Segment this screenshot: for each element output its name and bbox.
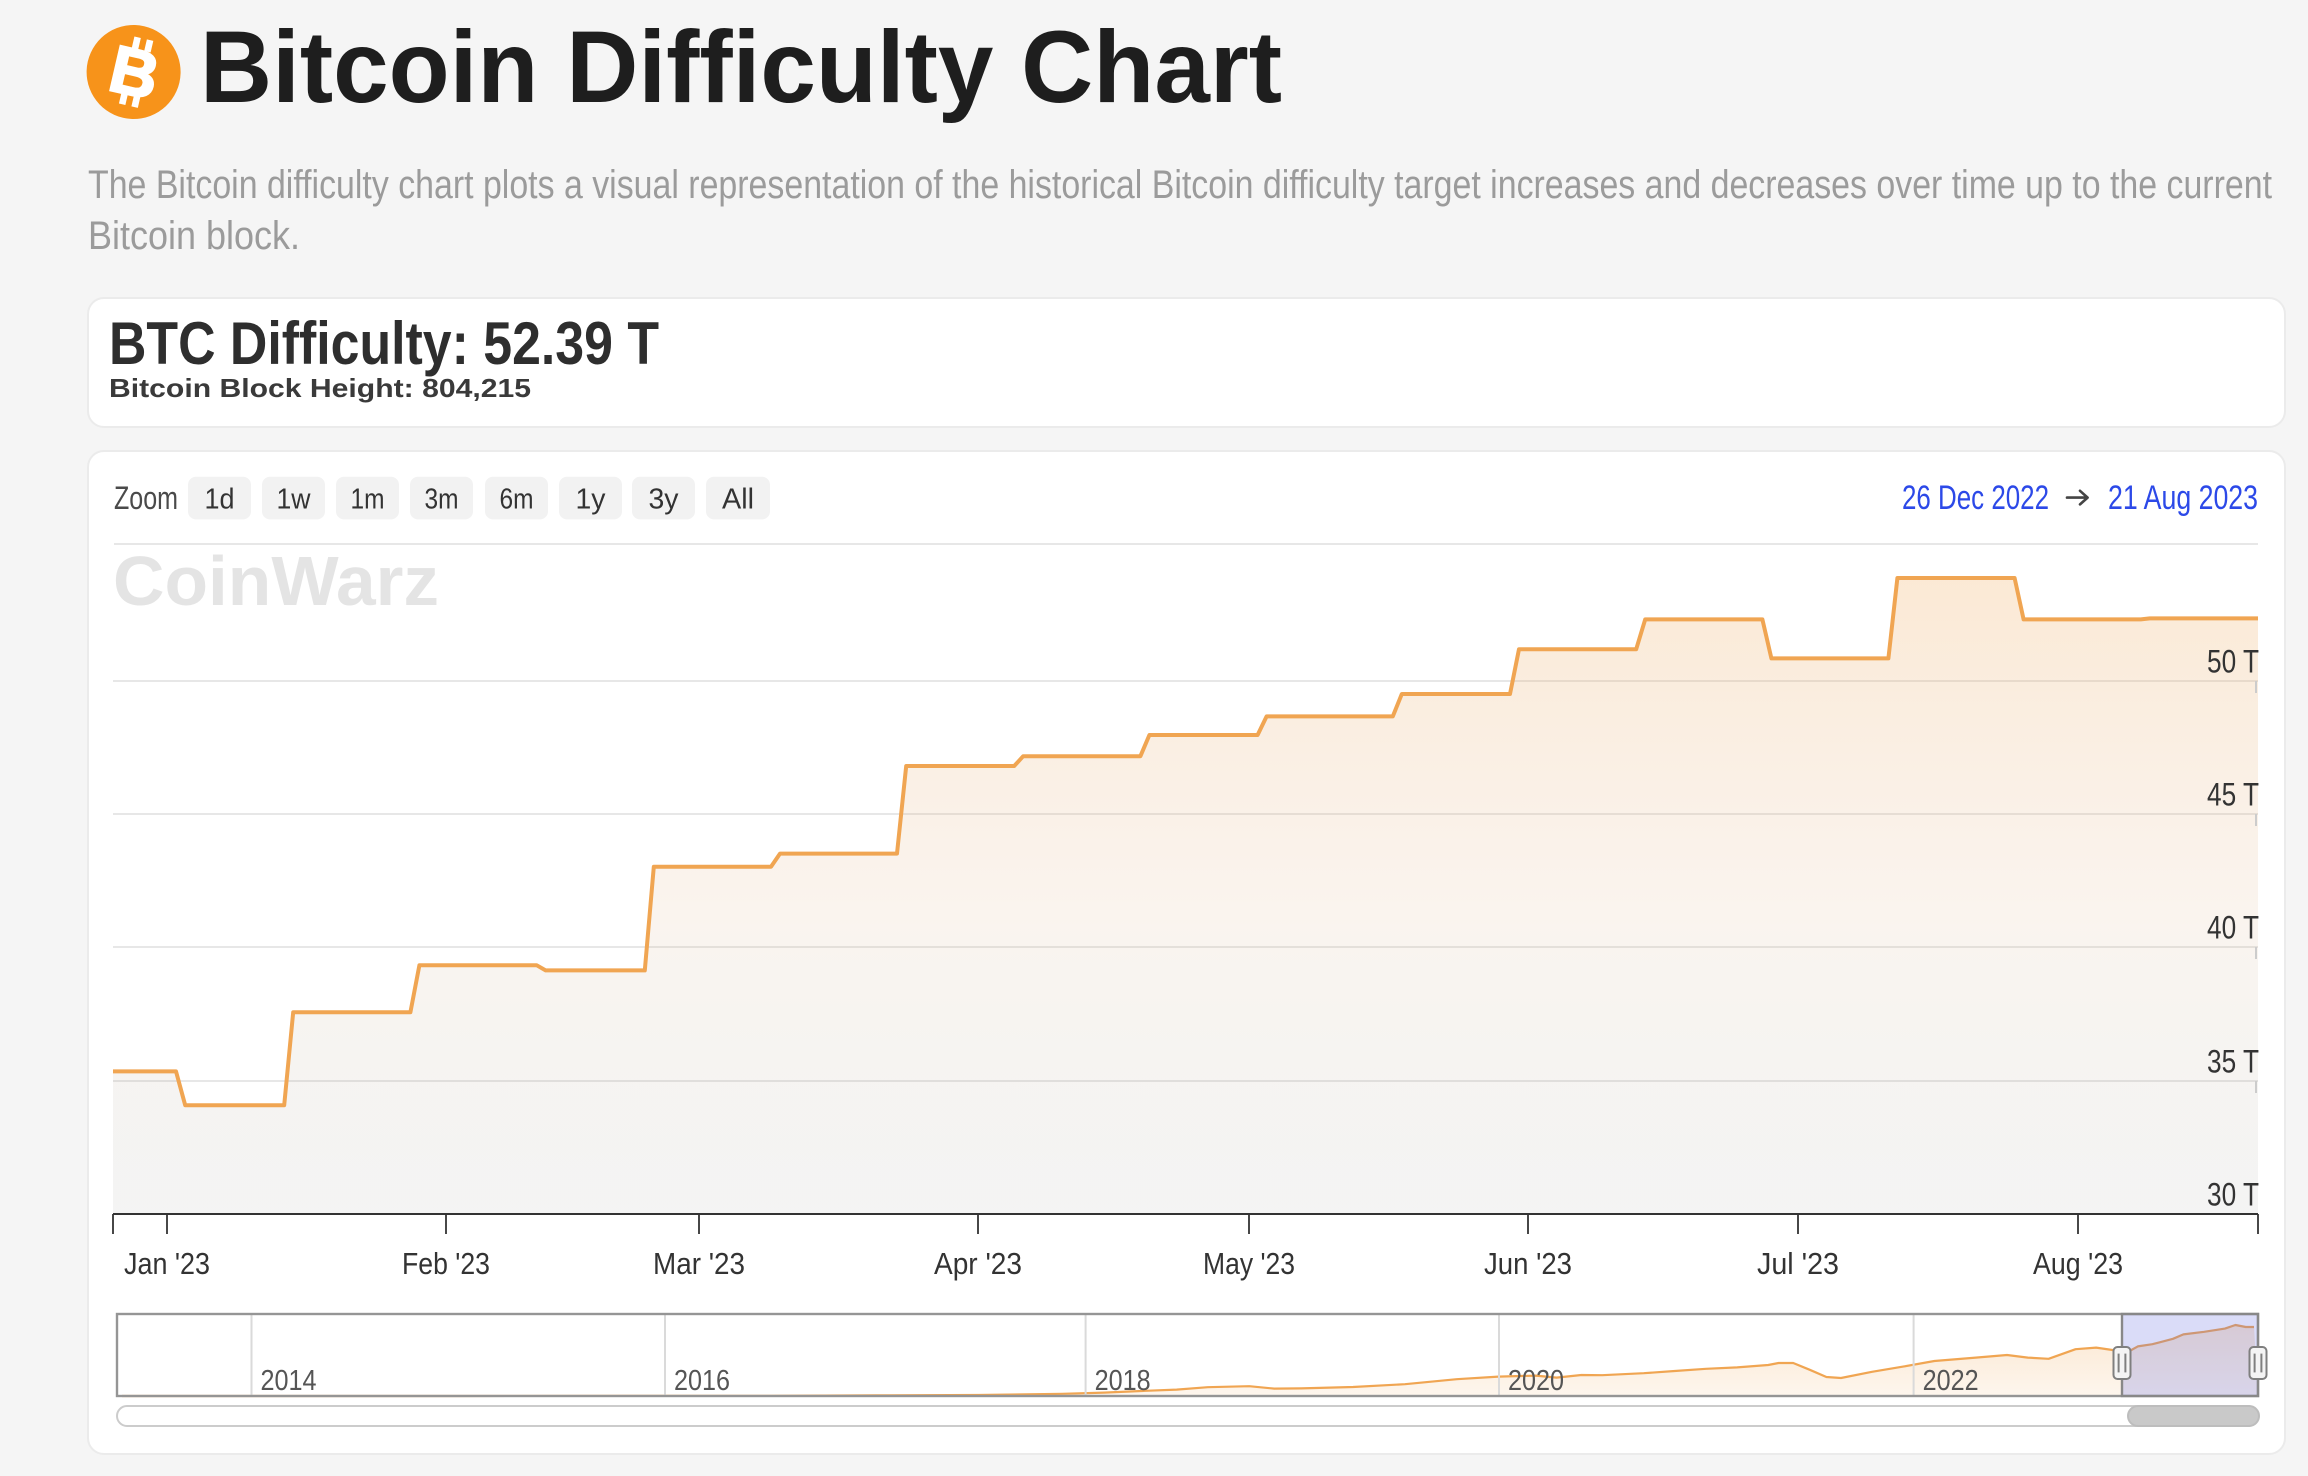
svg-text:26 Dec 2022: 26 Dec 2022	[1902, 479, 2049, 517]
svg-text:Feb '23: Feb '23	[402, 1246, 490, 1281]
svg-text:21 Aug 2023: 21 Aug 2023	[2108, 479, 2258, 517]
svg-text:Bitcoin block.: Bitcoin block.	[88, 214, 300, 258]
svg-text:1d: 1d	[205, 484, 235, 516]
svg-text:All: All	[722, 484, 754, 516]
svg-text:CoinWarz: CoinWarz	[113, 542, 439, 620]
svg-text:2020: 2020	[1508, 1365, 1564, 1397]
svg-text:Mar '23: Mar '23	[653, 1246, 745, 1281]
svg-text:40 T: 40 T	[2207, 909, 2259, 945]
svg-text:3y: 3y	[649, 484, 679, 516]
svg-text:1m: 1m	[351, 484, 385, 516]
svg-text:Jul '23: Jul '23	[1757, 1246, 1839, 1281]
svg-text:Apr '23: Apr '23	[934, 1246, 1022, 1281]
svg-text:6m: 6m	[500, 484, 534, 516]
svg-text:30 T: 30 T	[2207, 1176, 2259, 1212]
svg-text:BTC Difficulty: 52.39 T: BTC Difficulty: 52.39 T	[109, 310, 659, 377]
svg-text:Bitcoin Block Height: 804,215: Bitcoin Block Height: 804,215	[109, 373, 531, 403]
svg-text:Aug '23: Aug '23	[2033, 1246, 2123, 1281]
svg-text:2016: 2016	[674, 1365, 730, 1397]
svg-text:2022: 2022	[1923, 1365, 1979, 1397]
svg-text:Jun '23: Jun '23	[1484, 1246, 1572, 1281]
svg-text:35 T: 35 T	[2207, 1043, 2259, 1079]
svg-text:3m: 3m	[425, 484, 459, 516]
svg-text:May '23: May '23	[1203, 1246, 1295, 1281]
svg-text:2018: 2018	[1095, 1365, 1151, 1397]
svg-text:45 T: 45 T	[2207, 776, 2259, 812]
svg-text:1w: 1w	[277, 484, 312, 516]
svg-text:Jan '23: Jan '23	[124, 1246, 210, 1281]
svg-text:Bitcoin Difficulty Chart: Bitcoin Difficulty Chart	[200, 10, 1282, 124]
svg-text:1y: 1y	[576, 484, 606, 516]
svg-text:2014: 2014	[261, 1365, 317, 1397]
svg-text:Zoom: Zoom	[114, 480, 178, 516]
svg-text:The Bitcoin difficulty chart p: The Bitcoin difficulty chart plots a vis…	[88, 163, 2272, 207]
svg-text:50 T: 50 T	[2207, 643, 2259, 679]
